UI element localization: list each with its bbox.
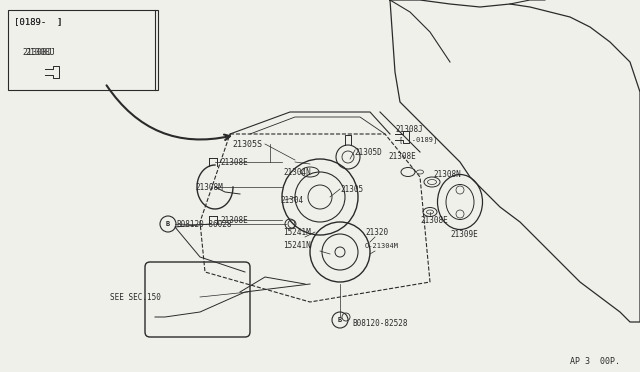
Text: 21308N: 21308N (433, 170, 461, 179)
Text: [  -0189]: [ -0189] (399, 137, 437, 143)
Text: 15241N: 15241N (283, 241, 311, 250)
Text: [0189-  ]: [0189- ] (14, 17, 62, 26)
Text: 21305S: 21305S (232, 140, 262, 148)
Text: B08120-82528: B08120-82528 (352, 320, 408, 328)
Text: SEE SEC.150: SEE SEC.150 (110, 292, 161, 301)
Text: 15241M: 15241M (283, 228, 311, 237)
Text: O-21304M: O-21304M (365, 243, 399, 249)
Text: AP 3  00P.: AP 3 00P. (570, 357, 620, 366)
Text: 21308E: 21308E (388, 151, 416, 160)
Text: 21305D: 21305D (354, 148, 381, 157)
Text: [0189-  ]: [0189- ] (14, 17, 62, 26)
Text: 21308E: 21308E (420, 215, 448, 224)
Text: 21308J: 21308J (395, 125, 423, 134)
Text: 21308E: 21308E (220, 215, 248, 224)
Text: 21308M: 21308M (195, 183, 223, 192)
Bar (8, 10, 158, 90)
Text: 21309E: 21309E (450, 230, 477, 238)
Text: 21308J: 21308J (25, 48, 55, 57)
Text: 21305: 21305 (340, 185, 363, 193)
Text: B08120-86028: B08120-86028 (176, 219, 232, 228)
Text: 21304N: 21304N (283, 167, 311, 176)
Text: 21308E: 21308E (220, 157, 248, 167)
Text: 21320: 21320 (365, 228, 388, 237)
Text: B: B (338, 317, 342, 323)
Text: 21304: 21304 (280, 196, 303, 205)
Text: 21308J: 21308J (22, 48, 52, 57)
Text: B: B (166, 221, 170, 227)
